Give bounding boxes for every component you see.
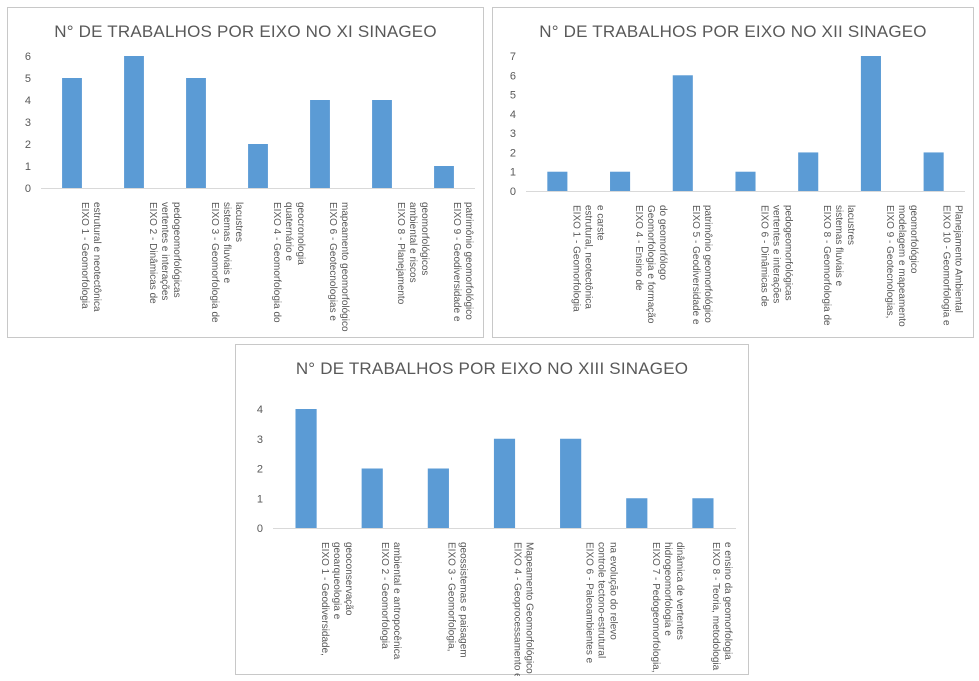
x-tick-label: EIXO 10 - Geomorfologia ePlanejamento Am… xyxy=(941,205,964,326)
y-tick-label: 7 xyxy=(510,51,516,63)
y-tick-label: 3 xyxy=(257,434,263,446)
x-tick-label: EIXO 9 - Geodiversidade epatrimônio geom… xyxy=(451,202,474,322)
chart-title: N° DE TRABALHOS POR EIXO NO XI SINAGEO xyxy=(54,22,437,41)
y-tick-label: 6 xyxy=(25,51,31,63)
x-tick-label: EIXO 4 - Geomorfologia doquaternário ege… xyxy=(271,202,306,323)
bar xyxy=(560,438,582,528)
x-tick-label: EIXO 3 - Geomorfologia,geossistemas e pa… xyxy=(445,542,468,658)
bar xyxy=(798,152,819,191)
bar xyxy=(186,78,206,188)
bar xyxy=(62,78,82,188)
y-tick-label: 2 xyxy=(25,139,31,151)
bar xyxy=(626,498,648,528)
y-tick-label: 6 xyxy=(510,70,516,82)
y-tick-label: 1 xyxy=(257,493,263,505)
x-tick-label: EIXO 6 - Geotecnologias emapeamento geom… xyxy=(327,202,350,332)
bar xyxy=(295,409,317,528)
bar xyxy=(692,498,714,528)
x-tick-label: EIXO 8 - Geomorfologia desistemas fluvia… xyxy=(821,205,856,326)
x-tick-label: EIXO 1 - Geomorfologiaestrutural e neote… xyxy=(79,202,102,312)
x-tick-label: EIXO 8 - Planejamentoambiental e riscosg… xyxy=(395,202,430,305)
x-tick-label: EIXO 4 - Geoprocessamento eMapeamento Ge… xyxy=(512,542,535,676)
bar xyxy=(434,166,454,188)
y-tick-label: 2 xyxy=(257,464,263,476)
y-tick-label: 4 xyxy=(510,109,516,121)
bar xyxy=(427,468,449,528)
bar xyxy=(923,152,944,191)
x-tick-label: EIXO 2 - Dinâmicas devertentes e interaç… xyxy=(147,202,182,304)
bar xyxy=(124,56,144,188)
x-tick-label: EIXO 8 - Teoria, metodologiae ensino da … xyxy=(710,542,733,671)
y-tick-label: 4 xyxy=(25,95,31,107)
chart-title: N° DE TRABALHOS POR EIXO NO XII SINAGEO xyxy=(539,22,927,41)
chart-title: N° DE TRABALHOS POR EIXO NO XIII SINAGEO xyxy=(295,359,689,378)
bar xyxy=(493,438,516,528)
y-tick-label: 3 xyxy=(510,128,516,140)
bar-chart-xii: 0 1 2 3 4 5 6 7 EIXO 1 - Geomorfologiaestrutural… xyxy=(510,51,965,327)
x-tick-label: EIXO 2 - Geomorfologiaambiental e antrop… xyxy=(379,542,402,660)
bar-chart-xi: 0 1 2 3 4 5 6 EIXO 1 - Geomorfologiaestrutural … xyxy=(25,51,475,332)
chart-panel-xiii: N° DE TRABALHOS POR EIXO NO XIII SINAGEO… xyxy=(235,344,749,676)
y-tick-label: 1 xyxy=(25,161,31,173)
x-tick-label: EIXO 6 - Paleoambientes econtrole tecton… xyxy=(584,542,619,664)
bar xyxy=(672,75,693,191)
bar xyxy=(610,171,631,191)
x-tick-label: EIXO 1 - Geomorfologiaestrutural, neotec… xyxy=(570,205,605,312)
bar xyxy=(860,56,881,191)
x-tick-label: EIXO 9 - Geotecnologias,modelagem e mape… xyxy=(884,205,919,327)
x-tick-label: EIXO 4 - Ensino deGeomorfologia e formaç… xyxy=(633,205,668,324)
y-tick-label: 0 xyxy=(510,186,516,198)
y-tick-label: 5 xyxy=(510,90,516,102)
y-tick-label: 1 xyxy=(510,167,516,179)
x-tick-label: EIXO 1 - Geodiversidade,geoarqueologia e… xyxy=(319,542,354,656)
bar-chart-xiii: 0 1 2 3 4 EIXO 1 - Geodiversidade,geoarqueolo… xyxy=(257,404,736,676)
bar xyxy=(310,100,330,188)
x-tick-label: EIXO 7 - Pedogeomorfologia,hidrogeomorfo… xyxy=(650,542,685,673)
bar xyxy=(735,171,756,191)
bar xyxy=(248,144,268,188)
y-tick-label: 0 xyxy=(257,523,263,535)
y-tick-label: 4 xyxy=(257,404,263,416)
y-tick-label: 2 xyxy=(510,147,516,159)
bar xyxy=(547,171,568,191)
x-tick-label: EIXO 3 - Geomorfologia desistemas fluvia… xyxy=(209,202,244,323)
bar xyxy=(372,100,392,188)
y-tick-label: 3 xyxy=(25,117,31,129)
y-tick-label: 0 xyxy=(25,183,31,195)
bar xyxy=(361,468,383,528)
y-tick-label: 5 xyxy=(25,73,31,85)
chart-panel-xi: N° DE TRABALHOS POR EIXO NO XI SINAGEO 0… xyxy=(7,7,484,338)
x-tick-label: EIXO 6 - Dinâmicas devertentes e interaç… xyxy=(759,205,794,307)
x-tick-label: EIXO 5 - Geodiversidade epatrimônio geom… xyxy=(690,205,713,325)
chart-panel-xii: N° DE TRABALHOS POR EIXO NO XII SINAGEO … xyxy=(492,7,974,338)
